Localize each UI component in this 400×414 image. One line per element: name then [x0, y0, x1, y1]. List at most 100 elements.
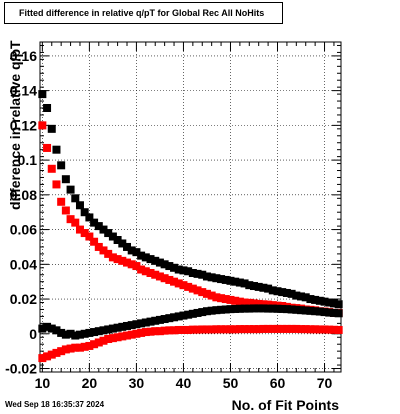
data-point-series-1: [245, 281, 254, 290]
data-point-series-1: [278, 288, 287, 297]
data-point-series-1: [306, 295, 315, 304]
data-point-series-1: [235, 278, 244, 287]
data-point-series-4: [268, 324, 277, 333]
data-point-series-2: [151, 270, 160, 279]
y-tick-label: -0.02: [5, 361, 37, 377]
data-point-series-3: [113, 323, 122, 332]
data-point-series-1: [311, 295, 320, 304]
data-point-series-4: [325, 325, 334, 334]
data-point-series-4: [80, 342, 89, 351]
data-point-series-2: [179, 281, 188, 290]
data-point-series-3: [123, 321, 132, 330]
data-point-series-4: [278, 324, 287, 333]
grid: [40, 42, 341, 372]
data-point-series-1: [61, 175, 70, 184]
data-point-series-4: [85, 341, 94, 350]
data-point-series-3: [282, 305, 291, 314]
data-point-series-1: [264, 284, 273, 293]
data-point-series-4: [71, 343, 80, 352]
date-stamp: Wed Sep 18 16:35:37 2024: [5, 400, 105, 409]
data-point-series-4: [193, 325, 202, 334]
data-point-series-2: [217, 294, 226, 303]
plot-frame: [39, 41, 342, 373]
data-point-series-4: [297, 325, 306, 334]
data-point-series-2: [221, 295, 230, 304]
data-point-series-2: [80, 229, 89, 238]
data-point-series-1: [99, 225, 108, 234]
y-tick-label: 0.14: [10, 83, 37, 99]
data-point-series-2: [174, 279, 183, 288]
data-point-series-2: [104, 249, 113, 258]
data-point-series-4: [165, 326, 174, 335]
data-point-series-2: [108, 253, 117, 262]
data-point-series-4: [94, 338, 103, 347]
y-tick-label: 0.06: [10, 222, 37, 238]
x-tick-label: 10: [35, 375, 51, 391]
data-point-series-4: [75, 343, 84, 352]
data-point-series-3: [297, 306, 306, 315]
data-point-series-3: [118, 322, 127, 331]
data-point-series-3: [52, 326, 61, 335]
data-point-series-2: [240, 298, 249, 307]
y-tick-label: 0: [29, 326, 37, 342]
data-point-series-1: [334, 300, 343, 309]
data-point-series-4: [245, 325, 254, 334]
data-point-series-1: [118, 239, 127, 248]
data-point-series-4: [254, 325, 263, 334]
data-point-series-4: [132, 329, 141, 338]
data-point-series-2: [259, 300, 268, 309]
data-point-series-3: [174, 312, 183, 321]
data-point-series-4: [141, 328, 150, 337]
data-point-series-4: [287, 324, 296, 333]
data-point-series-2: [123, 258, 132, 267]
data-point-series-3: [184, 310, 193, 319]
data-point-series-2: [71, 218, 80, 227]
data-point-series-1: [249, 282, 258, 291]
data-point-series-4: [329, 325, 338, 334]
data-point-series-3: [231, 304, 240, 313]
data-point-series-2: [254, 299, 263, 308]
data-point-series-4: [66, 344, 75, 353]
tick-labels: 10 20 30 40 50 60 70 -0.02 0 0.02 0.04 0.06 0.08 0.1 0…: [5, 48, 332, 391]
data-point-series-1: [71, 194, 80, 203]
data-point-series-2: [66, 215, 75, 224]
data-point-series-4: [118, 332, 127, 341]
data-point-series-4: [217, 325, 226, 334]
data-point-series-3: [325, 308, 334, 317]
data-point-series-2: [235, 297, 244, 306]
data-point-series-1: [179, 266, 188, 275]
data-point-series-3: [170, 313, 179, 322]
data-point-series-2: [127, 260, 136, 269]
data-point-series-3: [193, 308, 202, 317]
data-point-series-3: [306, 306, 315, 315]
data-point-series-3: [278, 304, 287, 313]
data-point-series-1: [94, 222, 103, 231]
data-point-series-2: [85, 232, 94, 241]
y-tick-label: 0.02: [10, 291, 37, 307]
data-point-series-1: [198, 270, 207, 279]
data-point-series-2: [38, 121, 47, 130]
data-point-series-4: [315, 325, 324, 334]
data-point-series-4: [198, 325, 207, 334]
data-point-series-4: [170, 326, 179, 335]
data-point-series-4: [38, 354, 47, 363]
x-axis-title: No. of Fit Points: [232, 397, 340, 413]
data-point-series-1: [259, 283, 268, 292]
data-point-series-4: [264, 324, 273, 333]
data-point-series-1: [38, 90, 47, 99]
data-point-series-3: [287, 305, 296, 314]
data-point-series-3: [90, 328, 99, 337]
data-point-series-1: [315, 296, 324, 305]
data-point-series-3: [235, 304, 244, 313]
data-point-series-1: [47, 124, 56, 133]
y-tick-label: 0.04: [10, 256, 37, 272]
data-point-series-1: [273, 287, 282, 296]
data-point-series-1: [325, 298, 334, 307]
data-point-series-1: [193, 269, 202, 278]
data-point-series-3: [94, 327, 103, 336]
data-point-series-2: [113, 255, 122, 264]
data-point-series-4: [188, 325, 197, 334]
data-point-series-1: [282, 288, 291, 297]
data-point-series-1: [66, 185, 75, 194]
y-axis-title: difference in relative q/pT: [7, 40, 23, 210]
